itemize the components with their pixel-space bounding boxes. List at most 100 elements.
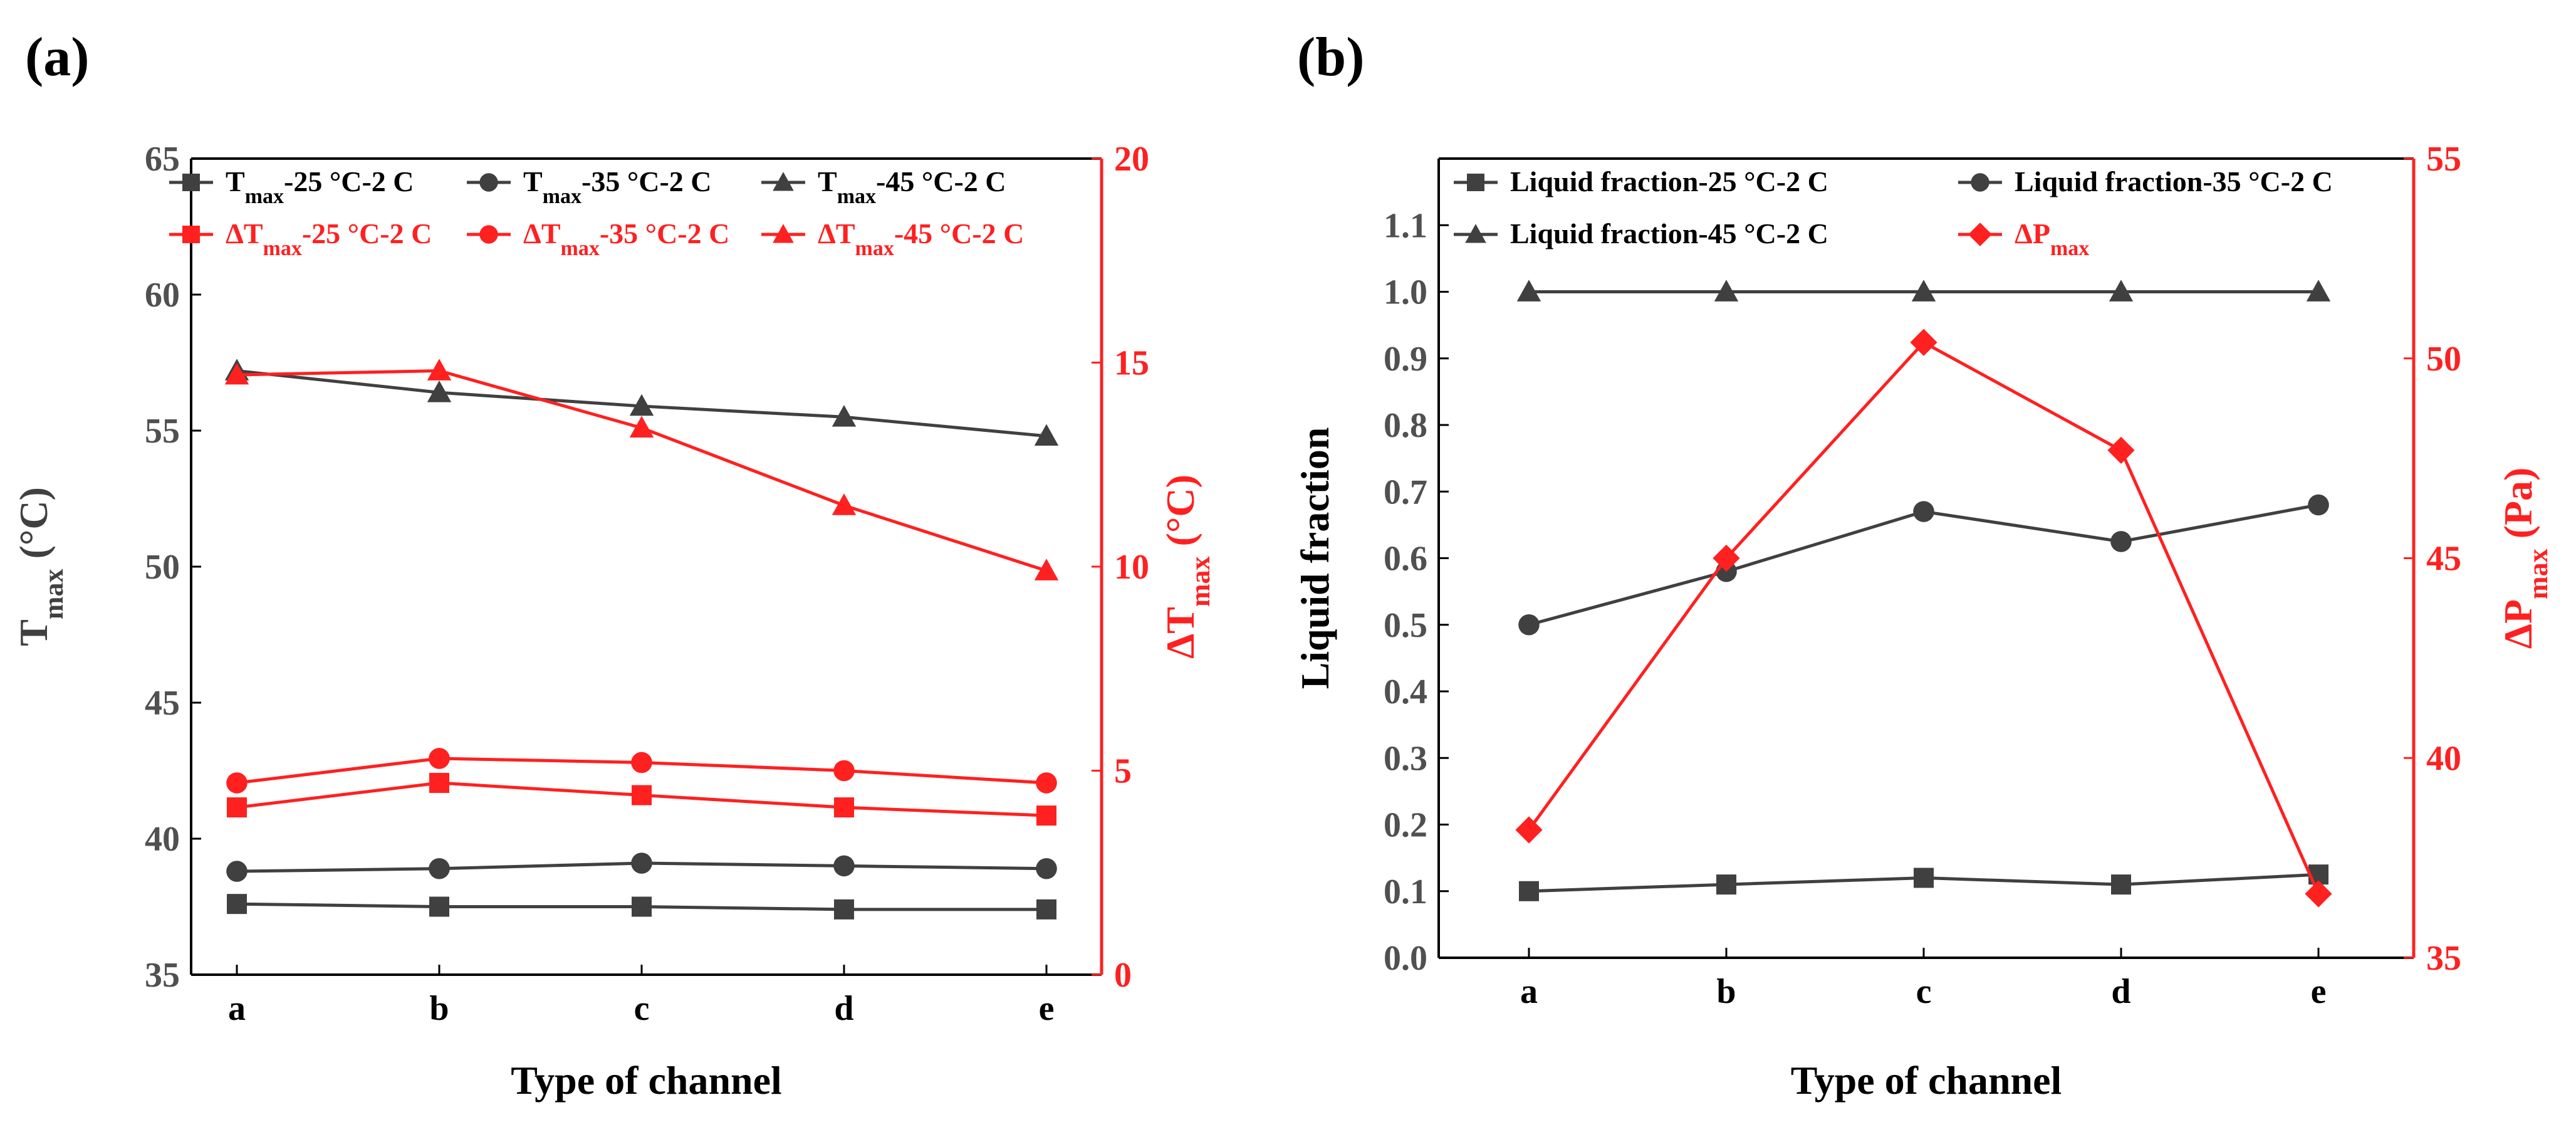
right-y-tick-label: 10 (1114, 548, 1149, 587)
data-point (833, 855, 855, 877)
data-point (2109, 280, 2134, 301)
data-point (427, 359, 452, 380)
data-point (1913, 501, 1934, 522)
series-0 (227, 894, 1056, 920)
data-point (2110, 531, 2132, 552)
data-point (2305, 880, 2332, 908)
data-point (429, 896, 449, 917)
panel-b: (b) 0.0 0.1 0.2 0.3 0.4 0.5 0.6 0.7 0.8 0.9 1.0 1.1 3… (1293, 27, 2553, 1103)
data-point (1515, 816, 1543, 844)
series-line (1528, 503, 2319, 627)
legend-label: Tmax-25 °C-2 C (226, 165, 414, 208)
right-y-tick-label: 5 (1114, 752, 1132, 791)
legend-marker (479, 225, 498, 244)
data-point (1036, 772, 1057, 794)
legend-label: ΔPmax (2015, 218, 2089, 260)
data-point (1713, 544, 1740, 572)
right-y-tick-label: 45 (2426, 540, 2461, 579)
legend-entry: ΔTmax-25 °C-2 C (169, 218, 432, 260)
x-tick-label: d (2111, 972, 2130, 1011)
series-line (1527, 340, 2320, 895)
left-y-tick-label: 0.9 (1384, 340, 1427, 379)
series-1 (226, 852, 1057, 882)
series-4 (226, 748, 1057, 794)
left-y-tick-label: 0.6 (1384, 540, 1427, 579)
data-point (834, 899, 854, 920)
left-y-tick-label: 55 (145, 412, 180, 451)
data-point (1036, 805, 1056, 826)
legend-label: Liquid fraction-35 °C-2 C (2015, 165, 2333, 197)
left-y-tick-label: 0.2 (1384, 806, 1427, 845)
data-point (429, 748, 450, 769)
legend-label: ΔTmax-35 °C-2 C (523, 218, 729, 260)
data-point (832, 493, 857, 515)
x-axis-title: Type of channel (1791, 1058, 2062, 1103)
x-tick-label: d (834, 989, 853, 1028)
left-y-tick-label: 65 (145, 140, 180, 179)
legend-label: Liquid fraction-45 °C-2 C (1510, 218, 1828, 249)
data-point (227, 894, 247, 915)
panel-a: (a) 35 40 45 50 55 60 65 0 5 10 15 20 a b c d e Type of ch… (11, 27, 1216, 1103)
right-y-axis-title: ΔPmax (Pa) (2496, 468, 2553, 649)
legend-entry: Tmax-45 °C-2 C (761, 165, 1006, 208)
data-point (834, 797, 854, 818)
data-point (1036, 899, 1056, 920)
panel-label: (a) (25, 27, 90, 88)
legend-entry: ΔTmax-45 °C-2 C (761, 218, 1024, 260)
series-3 (1515, 328, 2332, 908)
legend-label: ΔTmax-25 °C-2 C (226, 218, 432, 260)
data-point (227, 797, 247, 818)
x-tick-label: c (634, 989, 650, 1028)
left-y-tick-label: 35 (145, 956, 180, 995)
left-y-tick-label: 0.3 (1384, 739, 1427, 778)
legend-label: Tmax-45 °C-2 C (818, 165, 1006, 208)
legend-label: Liquid fraction-25 °C-2 C (1510, 165, 1828, 197)
legend-entry: ΔPmax (1958, 218, 2089, 260)
data-point (1516, 280, 1541, 301)
data-point (2111, 874, 2131, 895)
data-point (429, 773, 449, 794)
legend-entry: ΔTmax-35 °C-2 C (467, 218, 729, 260)
left-y-tick-label: 0.0 (1384, 939, 1427, 978)
legend-marker (773, 172, 794, 191)
panel-label: (b) (1297, 27, 1365, 88)
data-point (632, 896, 652, 917)
series-5 (224, 359, 1059, 580)
legend-entry: Liquid fraction-45 °C-2 C (1454, 218, 1828, 249)
data-point (629, 394, 654, 416)
legend-marker (773, 224, 794, 243)
data-point (1034, 424, 1059, 446)
x-tick-label: b (429, 989, 449, 1028)
series-0 (1519, 864, 2328, 901)
x-tick-label: a (1520, 972, 1538, 1011)
left-y-axis-title: Liquid fraction (1293, 427, 1337, 689)
left-y-tick-label: 0.8 (1384, 406, 1427, 445)
data-point (1714, 280, 1739, 301)
data-point (427, 380, 452, 402)
left-y-tick-label: 1.1 (1384, 206, 1427, 245)
right-y-tick-label: 55 (2426, 140, 2461, 179)
data-point (833, 760, 855, 782)
legend-marker (1968, 223, 1992, 246)
left-y-tick-label: 1.0 (1384, 273, 1427, 312)
data-point (1036, 857, 1057, 879)
data-point (226, 861, 248, 882)
data-point (2306, 280, 2331, 301)
data-point (1910, 328, 1937, 356)
data-point (1716, 874, 1736, 895)
left-y-tick-label: 60 (145, 276, 180, 315)
left-y-tick-label: 0.5 (1384, 606, 1427, 645)
legend-marker (182, 174, 200, 191)
left-y-tick-label: 0.4 (1384, 673, 1427, 711)
legend-marker (1467, 174, 1484, 191)
series-2 (1516, 280, 2331, 301)
series-1 (1518, 494, 2329, 636)
left-y-tick-label: 50 (145, 548, 180, 587)
x-axis-title: Type of channel (511, 1058, 782, 1103)
data-point (1518, 614, 1540, 636)
data-point (226, 772, 248, 794)
data-point (632, 785, 652, 805)
right-y-tick-label: 0 (1114, 956, 1132, 995)
right-y-tick-label: 40 (2426, 739, 2461, 778)
